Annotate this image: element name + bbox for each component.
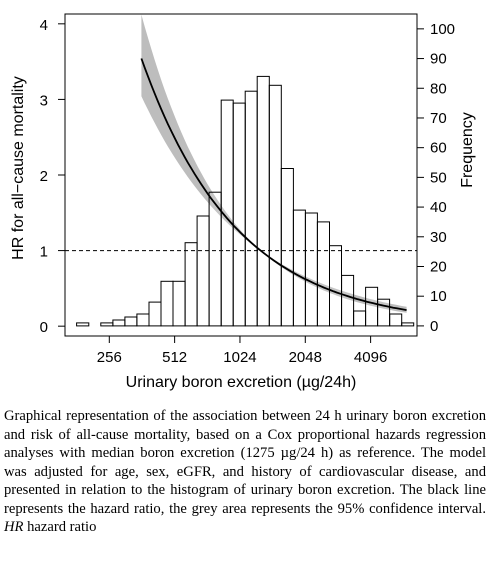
histogram-bar	[377, 298, 391, 327]
histogram-bar	[124, 316, 138, 327]
histogram-bar	[160, 280, 174, 327]
hazard-ratio-line	[140, 58, 407, 311]
axes-layer: 256 512 1024 2048 40960123401020304050607080…	[40, 17, 455, 366]
x-tick-label: 1024	[223, 349, 256, 366]
histogram-bar	[341, 274, 355, 327]
confidence-interval-band	[141, 14, 407, 313]
y-left-tick-label: 2	[40, 168, 48, 185]
x-tick-label: 2048	[289, 349, 322, 366]
histogram-bar	[268, 84, 282, 327]
histogram-bars	[76, 75, 415, 327]
figure-caption: Graphical representation of the associat…	[4, 407, 486, 537]
caption-abbrev-term: HR	[4, 519, 24, 535]
y-right-tick-label: 30	[430, 229, 447, 246]
x-axis-label: Urinary boron excretion (µg/24h)	[126, 374, 357, 391]
caption-abbrev-text: hazard ratio	[23, 519, 97, 535]
histogram-bar	[280, 168, 294, 327]
histogram-bar	[401, 322, 415, 327]
histogram-bar	[329, 245, 342, 327]
histogram-bar	[136, 313, 150, 327]
y-right-tick-label: 80	[430, 80, 447, 97]
histogram-bar	[292, 209, 306, 327]
y-right-tick-label: 0	[430, 318, 438, 335]
hazard-ratio-histogram-figure: 256 512 1024 2048 40960123401020304050607080…	[10, 13, 476, 391]
x-tick-label: 256	[97, 349, 122, 366]
histogram-bar	[148, 301, 162, 327]
histogram-bar	[365, 286, 379, 327]
histogram-bar	[316, 221, 330, 327]
y-right-tick-label: 20	[430, 258, 447, 275]
y-right-tick-label: 60	[430, 140, 447, 157]
y-left-tick-label: 4	[40, 17, 48, 34]
histogram-bar	[353, 310, 367, 327]
y-left-axis-label: HR for all−cause mortality	[10, 76, 27, 260]
histogram-bar	[100, 322, 114, 327]
histogram-bar	[389, 313, 403, 327]
histogram-bar	[244, 90, 258, 327]
y-right-tick-label: 50	[430, 169, 447, 186]
y-right-tick-label: 70	[430, 110, 447, 127]
y-right-tick-label: 100	[430, 21, 455, 38]
y-left-tick-label: 3	[40, 92, 48, 109]
x-tick-label: 4096	[354, 349, 387, 366]
histogram-bar	[76, 322, 90, 327]
hazard-ratio-layer	[140, 58, 407, 311]
caption-text: Graphical representation of the associat…	[4, 408, 486, 517]
histogram-bar	[232, 102, 246, 327]
histogram-bar	[172, 280, 186, 327]
histogram-bar	[208, 191, 222, 327]
y-left-tick-label: 0	[40, 319, 48, 336]
ci-band-layer	[141, 14, 407, 313]
y-right-tick-label: 10	[430, 288, 447, 305]
histogram-bar	[256, 75, 270, 327]
y-right-tick-label: 40	[430, 199, 447, 216]
histogram-bar	[304, 212, 318, 327]
y-right-tick-label: 90	[430, 51, 447, 68]
histogram-bar	[112, 319, 126, 327]
histogram-bar	[184, 242, 198, 327]
y-right-axis-label: Frequency	[459, 112, 476, 188]
x-tick-label: 512	[162, 349, 187, 366]
y-left-tick-label: 1	[40, 244, 48, 261]
histogram-bar	[196, 215, 210, 327]
